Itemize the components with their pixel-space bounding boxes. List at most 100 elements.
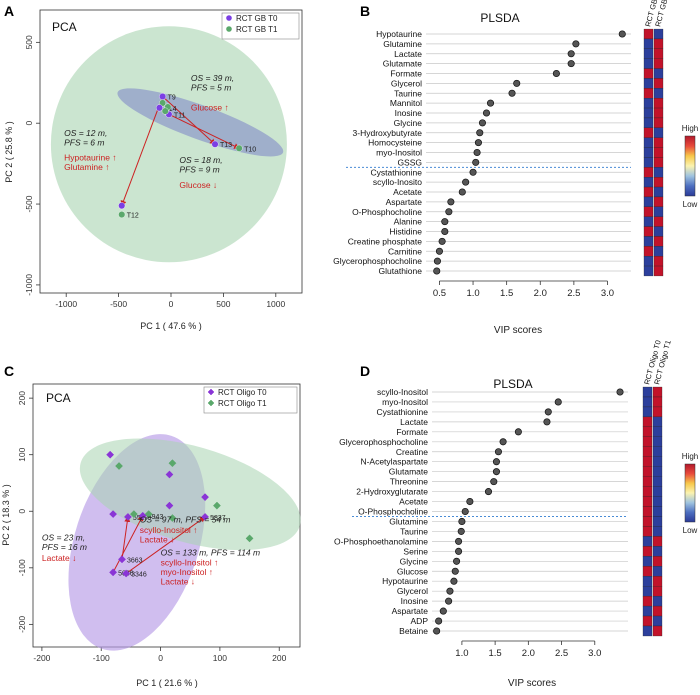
d-x-tick-label-2: 2.0 xyxy=(522,648,535,659)
c-x-tick-label-2: 0 xyxy=(158,653,163,663)
c-point-15 xyxy=(118,555,126,564)
d-heatmap-cell-t1-11 xyxy=(652,496,663,507)
b-x-tick-label-2: 1.5 xyxy=(500,288,513,299)
c-y-tick-label-4: 200 xyxy=(17,391,27,405)
d-colorbar xyxy=(684,463,696,523)
c-point-10 xyxy=(138,511,147,520)
d-category-label-5: Glycerophosphocholine xyxy=(339,437,428,447)
c-point-9 xyxy=(129,510,138,519)
d-vip-point-10 xyxy=(484,488,493,496)
d-x-tick-label-1: 1.5 xyxy=(489,648,502,659)
c-point-label-14: 5837 xyxy=(210,515,226,522)
d-colorbar-label-low: Low xyxy=(683,526,698,535)
b-heatmap-cell-t0-17 xyxy=(643,196,654,207)
b-vip-point-7 xyxy=(486,99,495,107)
a-annotation-3-line-1: Glutamine ↑ xyxy=(64,162,109,172)
a-point-label-0: T9 xyxy=(168,95,176,102)
d-heatmap-cell-t1-3 xyxy=(652,416,663,428)
d-vip-point-3 xyxy=(543,418,551,426)
b-heatmap-cell-t0-20 xyxy=(643,226,654,237)
b-heatmap-cell-t0-23 xyxy=(643,256,654,267)
d-x-tick-label-4: 3.0 xyxy=(588,648,601,659)
c-point-label-10: 4943 xyxy=(148,514,164,521)
b-category-label-21: Creatine phosphate xyxy=(348,236,422,246)
panel-c-y-axis-label: PC 2 ( 18.3 % ) xyxy=(1,484,11,546)
b-colorbar-label-high: High xyxy=(682,124,698,133)
panel-a-legend: RCT GB T0 RCT GB T1 xyxy=(221,12,300,40)
d-heatmap-cell-t1-12 xyxy=(652,506,663,517)
b-heatmap-cell-t1-11 xyxy=(653,137,664,148)
b-vip-point-20 xyxy=(441,227,449,236)
b-category-label-1: Glutamine xyxy=(383,39,422,49)
d-heatmap-cell-t0-13 xyxy=(642,516,653,527)
b-category-label-7: Mannitol xyxy=(390,98,422,108)
c-legend-marker-0 xyxy=(207,388,215,396)
b-heatmap-cell-t0-4 xyxy=(643,68,654,79)
c-annotation-4-line-0: OS = 133 m, PFS = 114 m xyxy=(161,547,261,557)
d-heatmap-cell-t0-16 xyxy=(642,546,653,557)
d-heatmap-cell-t0-5 xyxy=(642,436,653,447)
d-category-label-21: Inosine xyxy=(401,596,429,606)
b-category-label-2: Lactate xyxy=(394,49,422,59)
b-heatmap-cell-t1-2 xyxy=(653,48,664,59)
a-annotation-2-line-0: OS = 12 m, xyxy=(64,128,107,138)
c-point-label-8: 5527 xyxy=(133,515,149,522)
b-heatmap-cell-t1-9 xyxy=(653,117,664,128)
d-heatmap-cell-t1-16 xyxy=(652,546,663,557)
c-legend-label-0: RCT Oligo T0 xyxy=(218,388,267,397)
b-vip-point-12 xyxy=(473,148,481,157)
d-category-label-20: Glycerol xyxy=(397,586,428,596)
d-vip-point-17 xyxy=(453,557,461,565)
b-category-label-0: Hypotaurine xyxy=(376,29,422,39)
b-heatmap-cell-t0-11 xyxy=(643,137,654,148)
panel-c-title: PCA xyxy=(46,391,71,405)
c-y-tick-label-3: 100 xyxy=(17,447,27,461)
b-x-tick-label-3: 2.0 xyxy=(534,288,547,299)
a-point-1 xyxy=(159,99,167,107)
d-heatmap-cell-t0-1 xyxy=(642,396,653,408)
d-heatmap-cell-t0-22 xyxy=(642,605,653,617)
c-x-tick-label-4: 200 xyxy=(272,653,286,663)
b-heatmap-cell-t1-6 xyxy=(653,88,664,99)
b-category-label-9: Glycine xyxy=(394,118,423,128)
b-heatmap-cell-t0-13 xyxy=(643,157,654,168)
b-category-label-8: Inosine xyxy=(395,108,423,118)
d-heatmap-cell-t0-8 xyxy=(642,466,653,477)
b-heatmap-cell-t1-18 xyxy=(653,206,664,217)
d-heatmap-cell-t1-5 xyxy=(652,436,663,447)
b-heatmap-cell-t1-8 xyxy=(653,107,664,119)
a-annotation-3-line-0: Hypotaurine ↑ xyxy=(64,152,116,162)
d-heatmap-cell-t1-1 xyxy=(652,396,663,408)
panel-a-title: PCA xyxy=(52,20,77,34)
c-point-16 xyxy=(109,568,118,577)
d-heatmap-cell-t1-6 xyxy=(652,446,663,457)
b-heatmap-cell-t0-10 xyxy=(643,127,654,138)
b-category-label-14: Cystathionine xyxy=(370,167,422,177)
d-heatmap-cell-t0-0 xyxy=(642,386,653,398)
b-vip-point-22 xyxy=(435,247,443,255)
c-point-17 xyxy=(122,569,131,578)
d-heatmap-cell-t1-7 xyxy=(652,456,663,467)
b-vip-point-0 xyxy=(618,30,626,38)
c-arrow-1 xyxy=(112,514,144,573)
b-category-label-4: Formate xyxy=(390,69,422,79)
d-heatmap-cell-t1-10 xyxy=(652,486,663,497)
c-x-tick-label-0: -200 xyxy=(33,653,50,663)
b-heatmap-cell-t1-4 xyxy=(653,68,664,79)
d-vip-point-22 xyxy=(439,607,447,615)
d-vip-point-6 xyxy=(494,448,502,456)
c-annotation-1-line-1: Lactate ↓ xyxy=(140,534,175,544)
panel-d-title: PLSDA xyxy=(493,377,532,391)
d-category-label-8: Glutamate xyxy=(389,467,428,477)
c-point-13 xyxy=(168,514,177,522)
d-heatmap-cell-t0-2 xyxy=(642,406,653,418)
d-heatmap-cell-t0-12 xyxy=(642,506,653,517)
c-confidence-ellipse-1 xyxy=(79,438,301,551)
b-vip-point-5 xyxy=(513,79,521,87)
b-heatmap-cell-t0-0 xyxy=(643,28,654,40)
panel-c-pca-chart: PCA -200 -100 0 100 200 -200 -100 0 100 200 5527 4… xyxy=(1,383,301,688)
d-vip-point-18 xyxy=(451,567,459,575)
c-point-5 xyxy=(212,501,221,510)
b-colorbar-label-low: Low xyxy=(683,200,698,209)
b-heatmap-cell-t0-22 xyxy=(643,246,654,257)
